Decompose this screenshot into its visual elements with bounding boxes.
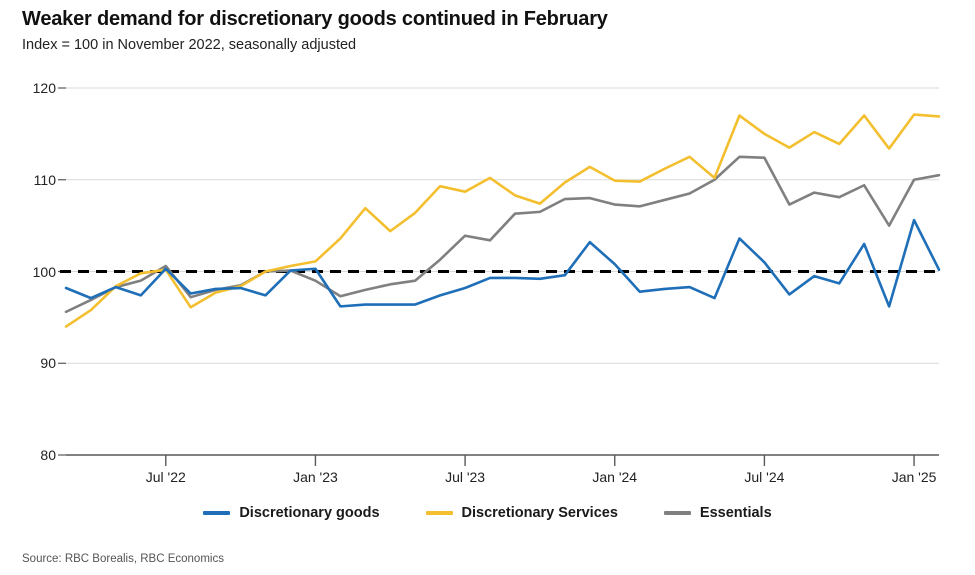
series-line-essentials xyxy=(64,155,941,314)
chart-title: Weaker demand for discretionary goods co… xyxy=(22,8,608,30)
x-axis-label-1: Jan '23 xyxy=(293,469,338,485)
x-axis-label-4: Jul '24 xyxy=(744,469,785,485)
y-axis-label-80: 80 xyxy=(40,447,56,463)
series-line-discretionary-goods xyxy=(64,218,941,308)
x-axis-label-2: Jul '23 xyxy=(445,469,486,485)
legend-label: Discretionary goods xyxy=(239,505,380,521)
x-axis-label-0: Jul '22 xyxy=(145,469,186,485)
legend-label: Essentials xyxy=(699,505,772,521)
x-axis-label-5: Jan '25 xyxy=(891,469,937,485)
legend-swatch-icon xyxy=(663,511,691,515)
chart-legend: Discretionary goods Discretionary Service… xyxy=(0,505,975,521)
legend-swatch-icon xyxy=(203,511,231,515)
series-line-discretionary-services xyxy=(64,113,941,328)
legend-essentials[interactable]: Essentials xyxy=(663,505,772,521)
chart-subtitle: Index = 100 in November 2022, seasonally… xyxy=(22,37,357,53)
y-axis-label-120: 120 xyxy=(32,80,56,96)
x-axis-label-3: Jan '24 xyxy=(592,469,638,485)
y-axis-label-110: 110 xyxy=(33,171,56,188)
legend-discretionary-goods[interactable]: Discretionary goods xyxy=(203,505,380,521)
y-axis-label-100: 100 xyxy=(32,263,56,280)
y-axis-label-90: 90 xyxy=(40,355,56,372)
legend-label: Discretionary Services xyxy=(461,505,618,521)
legend-swatch-icon xyxy=(425,511,453,515)
legend-discretionary-services[interactable]: Discretionary Services xyxy=(425,505,618,521)
chart-source: Source: RBC Borealis, RBC Economics xyxy=(22,553,224,565)
